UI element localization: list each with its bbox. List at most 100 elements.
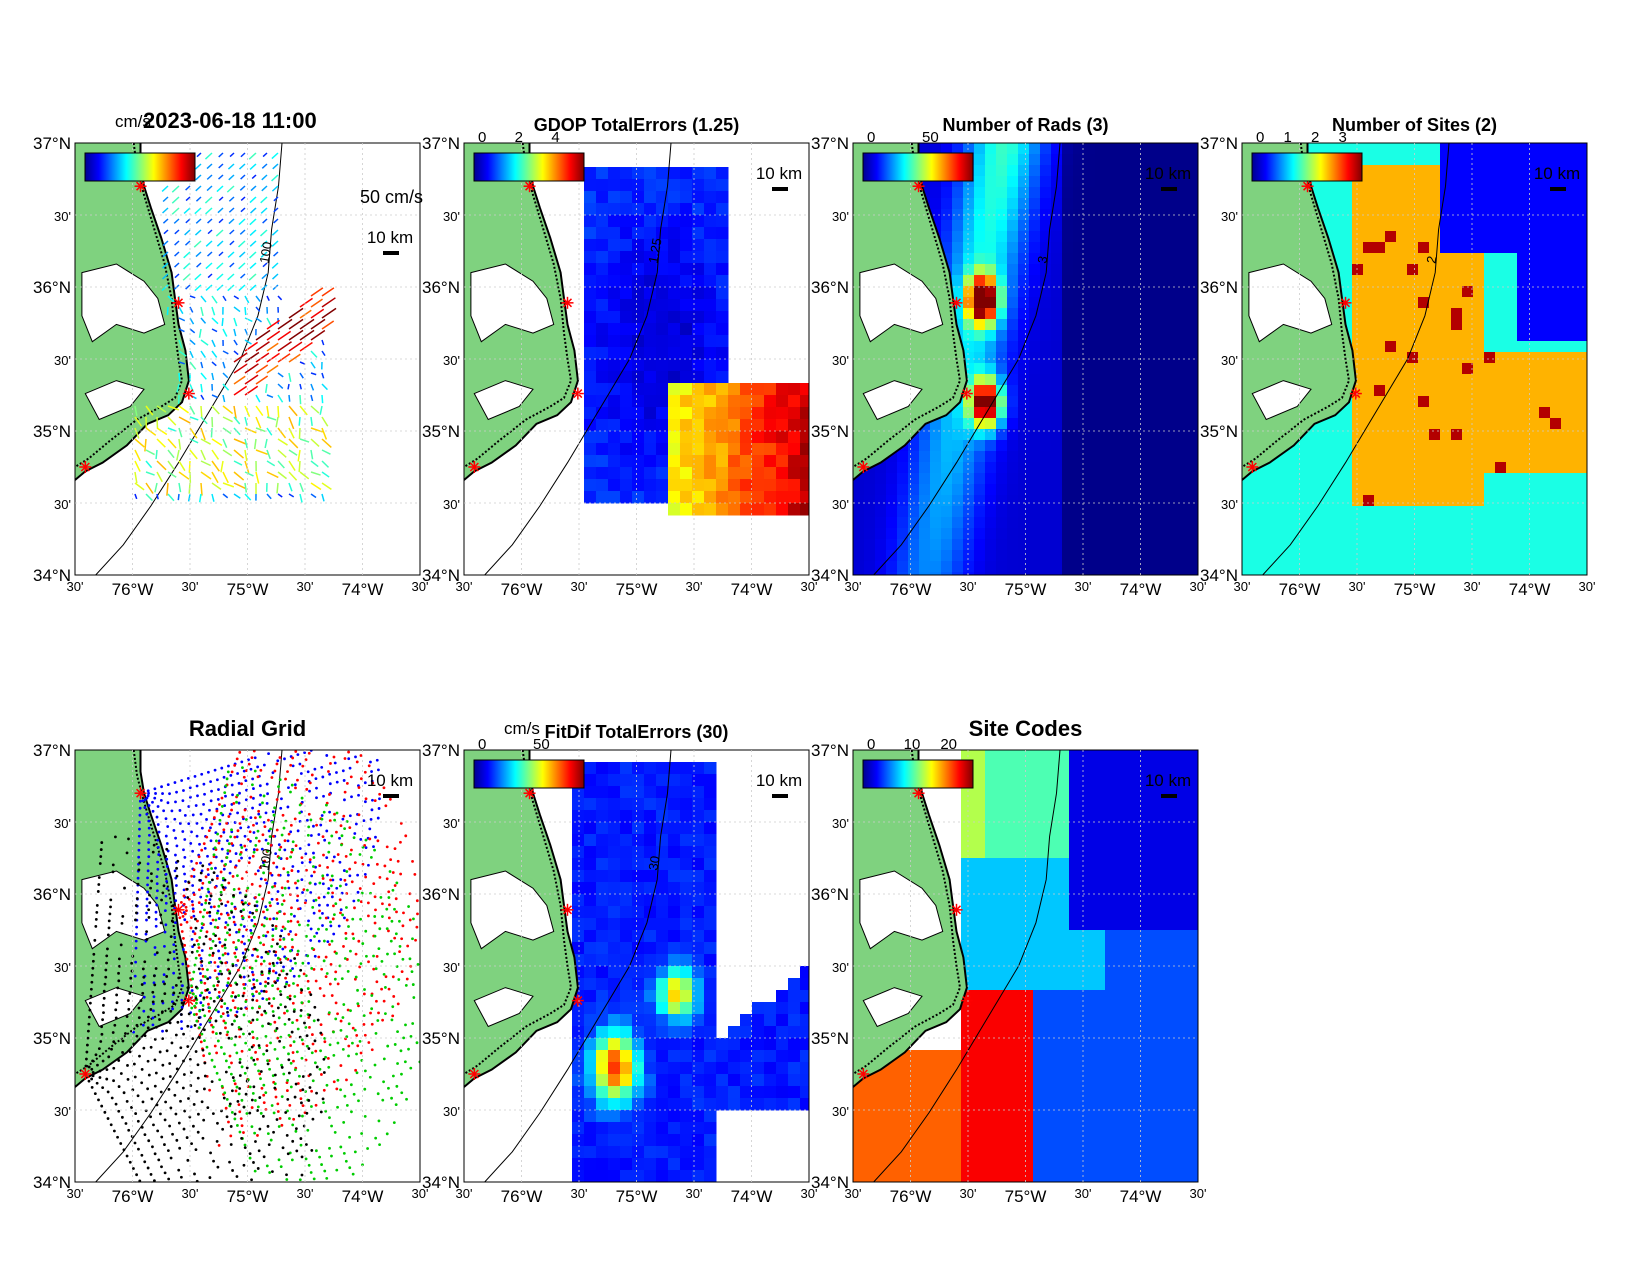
lon-tick-label: 30' — [182, 579, 199, 594]
map-body: 1.25 — [464, 143, 809, 575]
scale-bar-label: 10 km — [1145, 164, 1191, 183]
lat-tick-label: 34°N — [33, 1173, 71, 1192]
panel-title: Site Codes — [969, 716, 1083, 741]
sound-water — [84, 380, 145, 421]
radar-site-marker — [182, 387, 195, 400]
lon-tick-label: 75°W — [227, 1187, 269, 1206]
lat-tick-label: 35°N — [811, 1029, 849, 1048]
scale-bar — [1550, 187, 1566, 191]
lat-tick-label: 30' — [832, 816, 849, 831]
lat-tick-label: 35°N — [422, 422, 460, 441]
lat-tick-label: 36°N — [811, 278, 849, 297]
lat-tick-label: 30' — [443, 209, 460, 224]
radar-site-marker — [79, 1068, 92, 1080]
sound-water — [862, 380, 923, 421]
lat-tick-label: 35°N — [33, 1029, 71, 1048]
lon-tick-label: 74°W — [731, 1187, 773, 1206]
lon-tick-label: 30' — [67, 1186, 84, 1201]
lon-tick-label: 74°W — [342, 1187, 384, 1206]
lon-tick-label: 30' — [1579, 579, 1596, 594]
colorbar — [862, 759, 974, 789]
colorbar-tick-label: 0 — [867, 129, 875, 146]
lon-tick-label: 30' — [801, 579, 818, 594]
lat-tick-label: 34°N — [33, 566, 71, 585]
lat-tick-label: 37°N — [33, 741, 71, 760]
scale-bar — [383, 794, 399, 798]
coastline — [75, 143, 190, 481]
radar-site-marker — [79, 461, 92, 473]
map-body — [853, 750, 1198, 1182]
lat-tick-label: 37°N — [811, 134, 849, 153]
lon-tick-label: 30' — [845, 1186, 862, 1201]
lat-tick-label: 30' — [1221, 209, 1238, 224]
lat-tick-label: 30' — [54, 816, 71, 831]
lat-tick-label: 34°N — [422, 566, 460, 585]
lat-tick-label: 35°N — [1200, 422, 1238, 441]
lon-tick-label: 30' — [297, 579, 314, 594]
radar-site-marker — [857, 1068, 870, 1080]
scale-bar — [772, 794, 788, 798]
lat-tick-label: 36°N — [422, 885, 460, 904]
lon-tick-label: 75°W — [616, 580, 658, 599]
radar-site-marker — [1301, 180, 1314, 193]
lat-tick-label: 30' — [54, 960, 71, 975]
lat-tick-label: 34°N — [422, 1173, 460, 1192]
isobath-contour — [95, 750, 283, 1182]
radar-site-marker — [1246, 461, 1259, 473]
scale-bar-label: 10 km — [756, 771, 802, 790]
radar-site-marker — [468, 461, 481, 473]
lon-tick-label: 30' — [960, 1186, 977, 1201]
colorbar-tick-label: 10 — [904, 736, 921, 753]
lon-tick-label: 76°W — [112, 1187, 154, 1206]
scale-bar-label: 10 km — [367, 771, 413, 790]
lon-tick-label: 76°W — [890, 580, 932, 599]
colorbar-unit-label: cm/s — [504, 719, 540, 738]
lon-tick-label: 30' — [1190, 579, 1207, 594]
lon-tick-label: 76°W — [1279, 580, 1321, 599]
lat-tick-label: 30' — [443, 960, 460, 975]
lon-tick-label: 30' — [686, 579, 703, 594]
lon-tick-label: 30' — [1464, 579, 1481, 594]
radial-grid-points — [84, 750, 420, 1182]
radar-site-marker — [561, 296, 574, 309]
lon-tick-label: 75°W — [616, 1187, 658, 1206]
colorbar-tick-label: 0 — [478, 129, 486, 146]
radar-site-marker — [561, 903, 574, 916]
colorbar-tick-label: 2 — [1311, 129, 1319, 146]
isobath-contour — [95, 143, 283, 575]
lat-tick-label: 36°N — [33, 885, 71, 904]
lon-tick-label: 30' — [297, 1186, 314, 1201]
lat-tick-label: 37°N — [33, 134, 71, 153]
panel-title: Number of Sites (2) — [1332, 115, 1497, 135]
barrier-island — [1242, 143, 1351, 468]
barrier-island — [853, 143, 962, 468]
radar-site-marker — [172, 296, 185, 309]
colorbar-tick-label: 0 — [1256, 129, 1264, 146]
lat-tick-label: 37°N — [811, 741, 849, 760]
radar-site-marker — [134, 787, 147, 800]
lon-tick-label: 74°W — [731, 580, 773, 599]
scale-bar-label: 10 km — [367, 228, 413, 247]
radar-site-marker — [1349, 387, 1362, 400]
radar-site-marker — [912, 787, 925, 800]
lat-tick-label: 30' — [832, 353, 849, 368]
lat-tick-label: 30' — [832, 497, 849, 512]
coastline — [1242, 143, 1357, 481]
lon-tick-label: 30' — [456, 579, 473, 594]
sound-water — [473, 987, 534, 1028]
lon-tick-label: 75°W — [1005, 1187, 1047, 1206]
sound-water — [1251, 380, 1312, 421]
colorbar-tick-label: 0 — [867, 736, 875, 753]
lon-tick-label: 30' — [182, 1186, 199, 1201]
coastline — [853, 143, 968, 481]
coastline — [853, 750, 968, 1088]
lat-tick-label: 30' — [832, 1104, 849, 1119]
lon-tick-label: 74°W — [1120, 580, 1162, 599]
isobath-contour — [873, 750, 1061, 1182]
map-body: 100 — [75, 750, 420, 1182]
lat-tick-label: 30' — [54, 353, 71, 368]
lat-tick-label: 30' — [54, 497, 71, 512]
lon-tick-label: 30' — [571, 1186, 588, 1201]
